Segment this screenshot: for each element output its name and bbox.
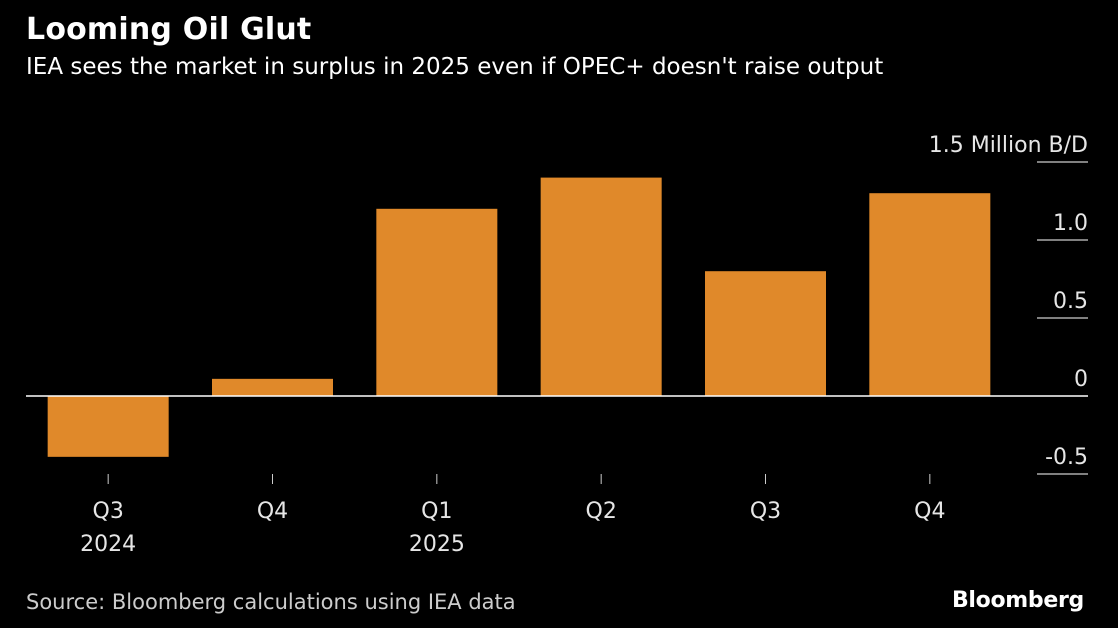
y-tick-label: 1.5 Million B/D	[929, 133, 1088, 158]
y-tick-label: 0.5	[1053, 289, 1088, 314]
y-tick-label: -0.5	[1045, 445, 1088, 470]
source-note: Source: Bloomberg calculations using IEA…	[26, 590, 516, 614]
x-tick-year-label: 2024	[80, 532, 136, 557]
bar	[705, 271, 826, 396]
x-tick-label: Q2	[586, 499, 617, 524]
x-tick-label: Q4	[257, 499, 288, 524]
y-tick-label: 0	[1074, 367, 1088, 392]
chart-title: Looming Oil Glut	[26, 12, 312, 47]
x-tick-label: Q1	[421, 499, 452, 524]
x-tick-label: Q4	[914, 499, 945, 524]
y-tick-label: 1.0	[1053, 211, 1088, 236]
bar	[869, 193, 991, 396]
chart-subtitle: IEA sees the market in surplus in 2025 e…	[26, 54, 884, 80]
x-tick-label: Q3	[750, 499, 781, 524]
bar	[376, 208, 498, 396]
x-tick-year-label: 2025	[409, 532, 465, 557]
bar	[540, 177, 662, 396]
x-tick-label: Q3	[93, 499, 124, 524]
bloomberg-logo: Bloomberg	[951, 588, 1084, 613]
bar	[212, 378, 333, 396]
bar	[47, 396, 169, 457]
